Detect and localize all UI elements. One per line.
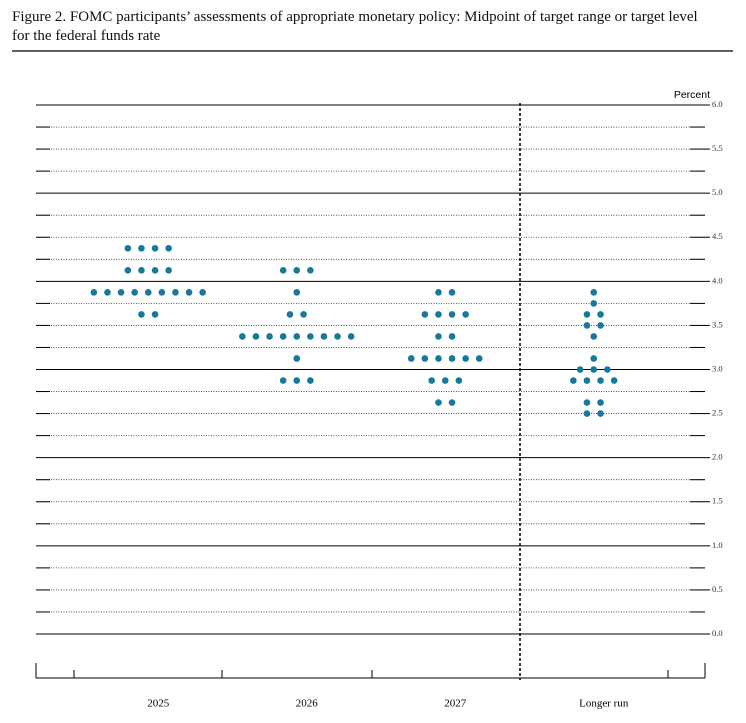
x-tick-label: 2027 xyxy=(444,698,467,710)
y-tick-label: 6.0 xyxy=(712,99,723,109)
dot xyxy=(407,355,415,362)
dot xyxy=(158,289,166,296)
dot xyxy=(462,355,469,362)
x-tick-label: Longer run xyxy=(579,698,629,710)
dot xyxy=(199,289,206,296)
dot xyxy=(462,311,469,318)
dot xyxy=(151,311,159,318)
dot xyxy=(165,244,172,252)
dot xyxy=(597,377,604,384)
dot xyxy=(151,267,159,274)
dot xyxy=(597,410,604,417)
dot xyxy=(286,311,294,318)
y-axis-label: Percent xyxy=(674,89,710,101)
dot xyxy=(610,377,618,384)
dot xyxy=(131,289,138,296)
dot xyxy=(185,289,193,296)
dot xyxy=(590,289,598,296)
dot xyxy=(604,366,611,373)
dot xyxy=(239,333,246,340)
y-tick-label: 2.0 xyxy=(712,452,723,462)
dot xyxy=(293,333,301,340)
y-tick-label: 1.0 xyxy=(712,540,723,550)
dot xyxy=(448,355,456,362)
dot xyxy=(435,355,442,362)
dot xyxy=(428,377,435,384)
dot xyxy=(455,377,463,384)
dot xyxy=(165,267,172,274)
y-tick-label: 0.5 xyxy=(712,584,723,594)
dot xyxy=(293,267,301,274)
y-tick-label: 2.5 xyxy=(712,408,723,418)
dot xyxy=(144,289,152,296)
dot xyxy=(138,267,145,274)
dot xyxy=(117,289,125,296)
y-tick-label: 4.0 xyxy=(712,275,723,285)
dot xyxy=(435,311,442,318)
dot xyxy=(448,399,456,406)
dot xyxy=(279,333,287,340)
dot xyxy=(421,311,429,318)
dot xyxy=(576,366,584,373)
dot xyxy=(583,311,591,318)
dot xyxy=(293,355,301,362)
dot xyxy=(597,311,604,318)
dot xyxy=(138,311,145,318)
y-tick-label: 3.5 xyxy=(712,319,723,329)
dot xyxy=(583,410,591,417)
dot xyxy=(590,355,598,362)
dot xyxy=(590,300,598,307)
dot xyxy=(293,377,301,384)
y-tick-label: 5.0 xyxy=(712,187,723,197)
dot xyxy=(597,399,604,406)
dot xyxy=(583,322,591,329)
dot xyxy=(279,377,287,384)
dot xyxy=(597,322,604,329)
y-tick-label: 0.0 xyxy=(712,628,723,638)
dot xyxy=(441,377,449,384)
dot xyxy=(266,333,273,340)
y-tick-label: 1.5 xyxy=(712,496,723,506)
dot xyxy=(590,366,598,373)
y-tick-label: 3.0 xyxy=(712,363,723,373)
bottom-axis xyxy=(35,663,706,679)
dot xyxy=(334,333,341,340)
dot xyxy=(448,311,456,318)
dot xyxy=(448,289,456,296)
dot xyxy=(435,399,442,406)
dot xyxy=(104,289,111,296)
dot xyxy=(435,333,442,340)
dot xyxy=(307,333,314,340)
dot xyxy=(570,377,577,384)
dot xyxy=(138,244,145,252)
dot xyxy=(347,333,355,340)
dot xyxy=(435,289,442,296)
dot xyxy=(307,267,314,274)
dot xyxy=(448,333,456,340)
dot xyxy=(90,289,98,296)
dot xyxy=(583,399,591,406)
dot xyxy=(583,377,591,384)
dot xyxy=(293,289,301,296)
dot xyxy=(279,267,287,274)
dot xyxy=(124,267,132,274)
x-tick-label: 2026 xyxy=(296,698,319,710)
dot xyxy=(421,355,429,362)
dot xyxy=(300,311,307,318)
y-tick-label: 5.5 xyxy=(712,143,723,153)
dot xyxy=(252,333,260,340)
dot xyxy=(475,355,483,362)
dot xyxy=(320,333,328,340)
dot xyxy=(172,289,179,296)
y-tick-label: 4.5 xyxy=(712,231,723,241)
x-tick-label: 2025 xyxy=(147,698,170,710)
dot xyxy=(151,244,159,252)
dot xyxy=(590,333,598,340)
dot xyxy=(307,377,314,384)
chart-title: Figure 2. FOMC participants’ assessments… xyxy=(12,9,698,44)
dot xyxy=(124,244,132,252)
